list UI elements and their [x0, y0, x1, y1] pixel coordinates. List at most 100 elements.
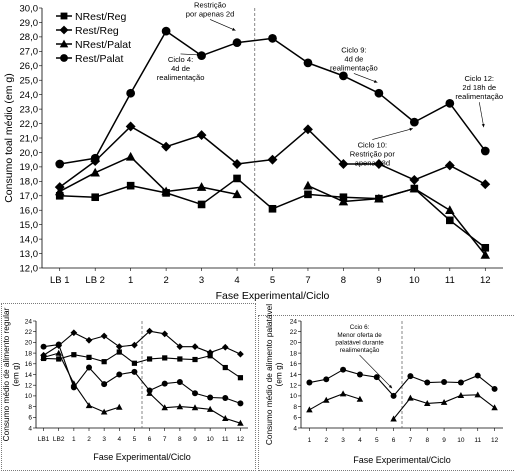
- x-tick-label: LB2: [53, 436, 65, 443]
- annotation-arrow: [210, 19, 236, 30]
- y-tick-label: 27,0: [20, 47, 39, 58]
- y-tick-label: 16: [290, 361, 298, 368]
- data-point-nrest-reg: [192, 357, 197, 362]
- data-point-rest-reg: [101, 333, 108, 340]
- data-point-rest-palat: [339, 72, 348, 81]
- data-point-rest-palat: [410, 118, 419, 127]
- y-axis-label: Consumo toal médio (em g): [3, 73, 15, 203]
- annotation-line: realimentação: [157, 73, 205, 82]
- x-tick-label: 1: [308, 437, 312, 444]
- y-tick-label: 19,0: [20, 162, 39, 173]
- y-tick-label: 10: [25, 393, 33, 400]
- series-line-nrest-palat: [309, 394, 360, 410]
- x-tick-label: 3: [341, 437, 345, 444]
- y-axis-label-line: Consumo médio de alimento regular: [1, 307, 11, 441]
- data-point-rest-palat: [268, 34, 277, 43]
- annotation-line: Ciclo 10:: [358, 141, 388, 150]
- y-axis-label: Consumo médio de alimento palatável(em g…: [264, 304, 284, 445]
- y-tick-label: 16: [25, 361, 33, 368]
- data-point-rest-palat: [116, 372, 122, 378]
- y-tick-label: 14: [290, 372, 298, 379]
- data-point-rest-palat: [441, 379, 447, 385]
- annotation-arrowhead: [482, 124, 485, 127]
- y-tick-label: 10: [290, 393, 298, 400]
- data-point-rest-palat: [162, 27, 171, 36]
- data-point-rest-palat: [323, 376, 329, 382]
- data-point-nrest-palat: [116, 404, 123, 410]
- y-tick-label: 16,0: [20, 206, 39, 217]
- x-tick-label: 7: [305, 275, 310, 286]
- x-tick-label: 4: [358, 437, 362, 444]
- data-point-rest-palat: [233, 38, 242, 47]
- x-tick-label: 8: [341, 275, 346, 286]
- data-point-nrest-reg: [223, 365, 228, 370]
- y-tick-label: 6: [28, 415, 32, 422]
- annotation-arrow: [372, 129, 413, 140]
- x-tick-label: 9: [376, 275, 381, 286]
- annotation-line: Restrição: [194, 0, 226, 9]
- data-point-rest-reg: [161, 142, 171, 152]
- data-point-rest-palat: [475, 373, 481, 379]
- y-tick-label: 13,0: [20, 249, 39, 260]
- data-point-rest-palat: [197, 51, 206, 60]
- x-tick-label: 11: [445, 275, 455, 286]
- x-axis-label: Fase Experimental/Ciclo: [216, 290, 330, 302]
- series-line-rest-palat: [60, 31, 486, 164]
- y-tick-label: 12: [25, 382, 33, 389]
- data-point-rest-palat: [177, 379, 183, 385]
- data-point-rest-palat: [357, 372, 363, 378]
- y-axis-label-line: (em g): [11, 362, 21, 386]
- y-tick-label: 25,0: [20, 76, 39, 87]
- y-tick-label: 4: [28, 425, 32, 432]
- y-tick-label: 20: [25, 340, 33, 347]
- x-tick-label: 9: [193, 436, 197, 443]
- data-point-nrest-reg: [238, 375, 243, 380]
- y-tick-label: 29,0: [20, 18, 39, 29]
- annotation-line: Restrição por: [350, 150, 396, 159]
- annotation-line: palatável durante: [335, 339, 384, 346]
- data-point-rest-reg: [86, 337, 93, 344]
- x-tick-label: LB1: [38, 436, 50, 443]
- data-point-rest-palat: [340, 367, 346, 373]
- data-point-nrest-reg: [177, 356, 182, 361]
- y-tick-label: 20,0: [20, 148, 39, 159]
- x-tick-label: 2: [163, 275, 168, 286]
- y-axis-label-line: Consumo médio de alimento palatável: [264, 304, 274, 445]
- data-point-nrest-reg: [86, 355, 91, 360]
- data-point-nrest-palat: [126, 152, 135, 161]
- y-tick-label: 24,0: [20, 90, 39, 101]
- data-point-rest-palat: [192, 390, 198, 396]
- series-line-nrest-palat: [44, 353, 120, 412]
- data-point-rest-palat: [91, 154, 100, 163]
- data-point-rest-palat: [424, 380, 430, 386]
- data-point-rest-reg: [409, 175, 419, 185]
- x-tick-label: 8: [425, 437, 429, 444]
- x-tick-label: 11: [222, 436, 229, 443]
- legend-marker: [60, 26, 69, 35]
- x-tick-label: 12: [480, 275, 491, 286]
- data-point-rest-palat: [41, 344, 47, 350]
- data-point-nrest-reg: [304, 191, 312, 199]
- data-point-nrest-palat: [90, 168, 100, 177]
- annotation-line: Ciclo 4:: [168, 55, 193, 64]
- data-point-nrest-reg: [269, 205, 277, 213]
- data-point-nrest-reg: [162, 355, 167, 360]
- data-point-nrest-palat: [340, 390, 347, 396]
- x-tick-label: 6: [148, 436, 152, 443]
- data-point-rest-palat: [407, 373, 413, 379]
- x-tick-label: 5: [270, 275, 275, 286]
- data-point-rest-palat: [445, 99, 454, 108]
- x-tick-label: 4: [234, 275, 239, 286]
- y-tick-label: 17,0: [20, 191, 39, 202]
- annotation-line: realimentação: [340, 347, 380, 354]
- data-point-nrest-reg: [147, 356, 152, 361]
- data-point-nrest-reg: [132, 361, 137, 366]
- data-point-rest-palat: [492, 386, 498, 392]
- legend-marker: [60, 54, 68, 62]
- x-tick-label: 1: [72, 436, 76, 443]
- data-point-rest-palat: [131, 369, 137, 375]
- y-tick-label: 14,0: [20, 234, 39, 245]
